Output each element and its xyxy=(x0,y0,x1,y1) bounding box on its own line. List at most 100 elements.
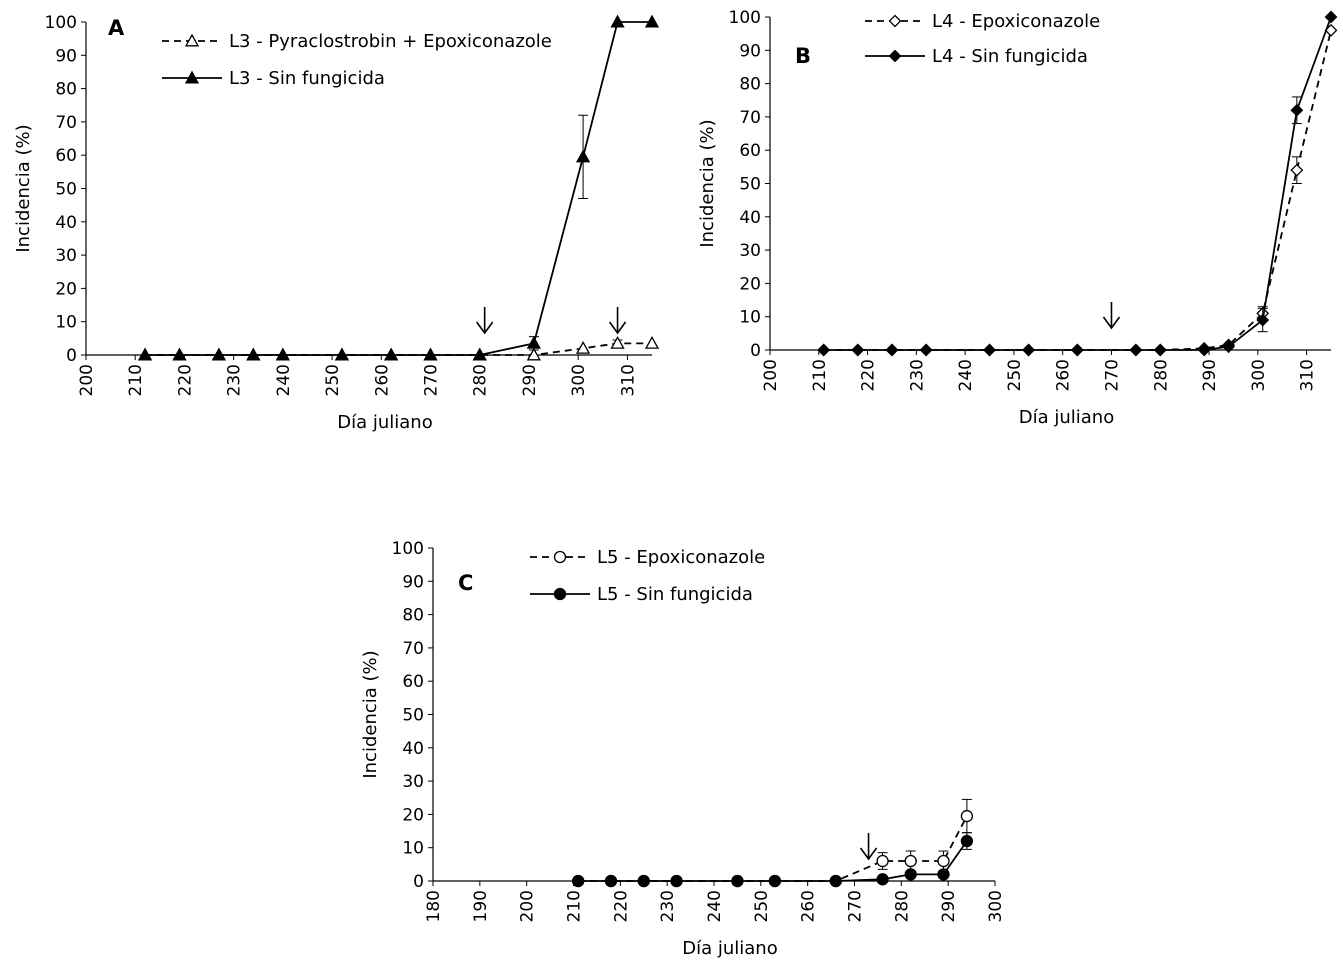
y-tick-label: 80 xyxy=(55,80,77,100)
x-tick-label: 270 xyxy=(422,364,442,396)
x-tick-label: 200 xyxy=(77,364,97,396)
data-point xyxy=(1153,343,1167,357)
x-tick-label: 290 xyxy=(520,364,540,396)
panel-a: 0 10 20 30 40 50 60 70 80 90 100 200 210 220 230 240 250… xyxy=(13,13,660,433)
y-tick-label: 70 xyxy=(402,639,424,659)
data-point xyxy=(1197,343,1211,357)
data-point xyxy=(937,868,950,881)
x-tick-label: 210 xyxy=(126,364,146,396)
x-tick-label: 240 xyxy=(705,890,725,922)
y-tick-label: 90 xyxy=(55,46,77,66)
x-tick-label: 240 xyxy=(274,364,294,396)
application-arrow-head xyxy=(608,321,627,335)
y-tick-label: 90 xyxy=(402,572,424,592)
application-arrow-head xyxy=(1102,316,1121,330)
y-tick-label: 70 xyxy=(55,113,77,133)
data-point xyxy=(610,14,625,28)
x-tick-label: 280 xyxy=(892,890,912,922)
data-point xyxy=(384,347,399,361)
data-point xyxy=(919,343,933,357)
data-point xyxy=(1070,343,1084,357)
y-tick-label: 60 xyxy=(402,672,424,692)
data-point xyxy=(937,854,950,868)
series-line xyxy=(823,30,1332,351)
x-tick-label: 230 xyxy=(658,890,678,922)
x-tick-label: 300 xyxy=(986,890,1006,922)
x-tick-label: 250 xyxy=(323,364,343,396)
data-point xyxy=(1222,340,1235,354)
panel-label: B xyxy=(795,44,811,68)
x-tick-label: 240 xyxy=(956,359,976,391)
x-tick-label: 260 xyxy=(799,890,819,922)
data-point xyxy=(275,347,290,361)
y-tick-label: 40 xyxy=(55,213,77,233)
data-point xyxy=(526,336,541,349)
legend-label: L3 - Pyraclostrobin + Epoxiconazole xyxy=(229,31,552,52)
y-tick-label: 20 xyxy=(739,274,761,294)
data-point xyxy=(768,874,782,888)
y-tick-label: 50 xyxy=(402,706,424,726)
y-tick-label: 60 xyxy=(55,146,77,166)
x-axis-title: Día juliano xyxy=(1019,407,1114,428)
series-1: L3 - Pyraclostrobin + Epoxiconazole xyxy=(137,31,660,361)
legend-label: L3 - Sin fungicida xyxy=(229,68,385,89)
legend-marker xyxy=(553,587,567,601)
y-tick-label: 10 xyxy=(739,308,761,328)
data-point xyxy=(817,343,831,357)
y-tick-label: 50 xyxy=(739,175,761,195)
series-2: L3 - Sin fungicida xyxy=(137,14,660,361)
data-point xyxy=(904,868,917,881)
data-point xyxy=(876,873,889,886)
x-tick-label: 310 xyxy=(618,364,638,396)
data-point xyxy=(610,336,625,349)
x-tick-label: 200 xyxy=(761,359,781,391)
series-line xyxy=(145,21,652,356)
data-point xyxy=(1256,313,1270,327)
x-tick-label: 290 xyxy=(939,890,959,922)
y-tick-label: 40 xyxy=(402,739,424,759)
x-tick-label: 280 xyxy=(1151,359,1171,391)
data-point xyxy=(137,347,153,361)
data-point xyxy=(526,347,541,361)
data-point xyxy=(885,343,899,357)
data-point xyxy=(172,347,187,361)
data-point xyxy=(983,343,996,357)
panel-label: A xyxy=(108,16,125,40)
data-point xyxy=(334,347,350,361)
legend-label: L5 - Epoxiconazole xyxy=(597,547,765,568)
y-tick-label: 10 xyxy=(402,839,424,859)
y-tick-label: 0 xyxy=(413,872,424,892)
series-2: L5 - Sin fungicida xyxy=(530,584,974,888)
y-tick-label: 100 xyxy=(45,13,77,33)
x-axis-title: Día juliano xyxy=(682,938,777,959)
y-tick-label: 100 xyxy=(729,8,761,28)
application-arrow-head xyxy=(476,321,494,335)
x-tick-label: 250 xyxy=(752,890,772,922)
x-tick-label: 270 xyxy=(1102,359,1122,391)
data-point xyxy=(1129,343,1143,357)
y-tick-label: 90 xyxy=(739,41,761,61)
data-point xyxy=(572,874,585,888)
legend-marker xyxy=(888,14,902,28)
y-tick-label: 60 xyxy=(739,141,761,161)
x-tick-label: 220 xyxy=(175,364,195,396)
data-point xyxy=(1022,343,1035,357)
data-point xyxy=(829,874,842,888)
x-tick-label: 180 xyxy=(424,890,444,922)
y-tick-label: 80 xyxy=(739,75,761,95)
data-point xyxy=(604,874,618,888)
y-tick-label: 80 xyxy=(402,606,424,626)
y-tick-label: 0 xyxy=(66,346,77,366)
data-point xyxy=(670,874,683,888)
x-tick-label: 310 xyxy=(1298,359,1318,391)
x-tick-label: 280 xyxy=(471,364,491,396)
y-tick-label: 20 xyxy=(402,805,424,825)
data-point xyxy=(637,874,650,888)
y-tick-label: 0 xyxy=(750,341,761,361)
x-axis-title: Día juliano xyxy=(337,412,432,433)
data-point xyxy=(644,14,660,28)
data-point xyxy=(423,347,438,361)
y-tick-label: 70 xyxy=(739,108,761,128)
data-point xyxy=(731,874,744,888)
